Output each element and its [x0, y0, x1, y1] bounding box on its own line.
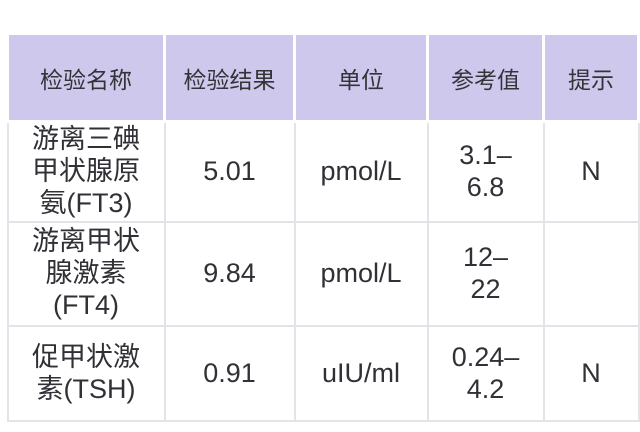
- header-unit: 单位: [293, 32, 429, 123]
- reference-cell: 0.24– 4.2: [426, 325, 545, 422]
- unit-cell: uIU/ml: [293, 325, 429, 422]
- lab-results-table: 检验名称 检验结果 单位 参考值 提示 游离三碘 甲状腺原 氨(FT3) 5.0…: [6, 32, 640, 422]
- table-row-ft4: 游离甲状 腺激素 (FT4) 9.84 pmol/L 12– 22: [6, 221, 640, 327]
- table-header-row: 检验名称 检验结果 单位 参考值 提示: [6, 32, 640, 123]
- header-test-name: 检验名称: [6, 32, 166, 123]
- hint-cell: N: [542, 325, 640, 422]
- test-name-cell: 促甲状激 素(TSH): [6, 325, 166, 422]
- table-row-ft3: 游离三碘 甲状腺原 氨(FT3) 5.01 pmol/L 3.1– 6.8 N: [6, 120, 640, 223]
- result-cell: 5.01: [163, 120, 296, 223]
- unit-cell: pmol/L: [293, 221, 429, 327]
- reference-cell: 3.1– 6.8: [426, 120, 545, 223]
- test-name-cell: 游离甲状 腺激素 (FT4): [6, 221, 166, 327]
- hint-cell: [542, 221, 640, 327]
- table-row-tsh: 促甲状激 素(TSH) 0.91 uIU/ml 0.24– 4.2 N: [6, 325, 640, 422]
- header-test-result: 检验结果: [163, 32, 296, 123]
- hint-cell: N: [542, 120, 640, 223]
- result-cell: 0.91: [163, 325, 296, 422]
- header-hint: 提示: [542, 32, 640, 123]
- test-name-cell: 游离三碘 甲状腺原 氨(FT3): [6, 120, 166, 223]
- reference-cell: 12– 22: [426, 221, 545, 327]
- result-cell: 9.84: [163, 221, 296, 327]
- lab-results-panel: 检验名称 检验结果 单位 参考值 提示 游离三碘 甲状腺原 氨(FT3) 5.0…: [6, 32, 640, 422]
- unit-cell: pmol/L: [293, 120, 429, 223]
- header-reference-value: 参考值: [426, 32, 545, 123]
